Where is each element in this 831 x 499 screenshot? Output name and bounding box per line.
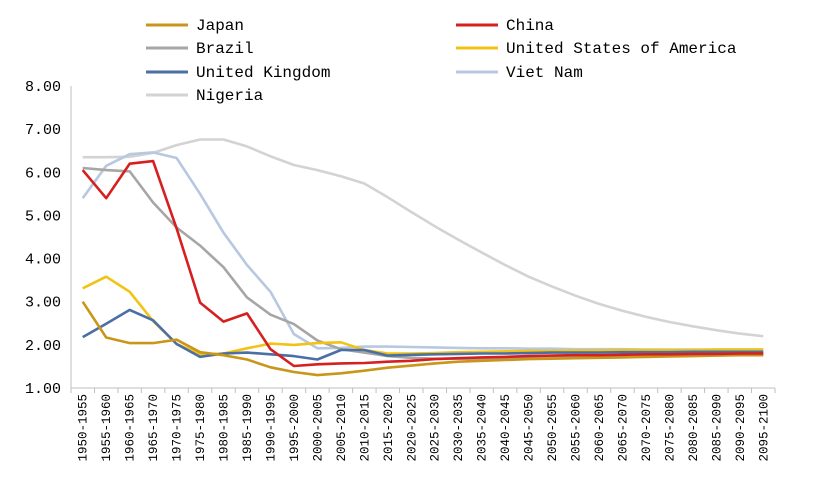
y-tick-labels: 1.00 2.00 3.00 4.00 5.00 6.00 7.00 8.00 bbox=[25, 79, 61, 398]
x-tick-label: 1990-1995 bbox=[264, 394, 278, 462]
x-tick-label: 1970-1975 bbox=[171, 394, 185, 462]
x-tick-label: 2005-2010 bbox=[335, 394, 349, 462]
legend: Japan China Brazil United States of America… bbox=[146, 17, 737, 105]
x-tick-label: 2085-2090 bbox=[710, 394, 724, 462]
x-tick-label: 1975-1980 bbox=[194, 394, 208, 462]
x-tick-label: 2080-2085 bbox=[687, 394, 701, 462]
series-layer bbox=[81, 138, 764, 377]
x-tick-label: 2030-2035 bbox=[452, 394, 466, 462]
x-tick-label: 1985-1990 bbox=[241, 394, 255, 462]
legend-label-nigeria: Nigeria bbox=[196, 87, 264, 105]
legend-label-japan: Japan bbox=[196, 17, 244, 35]
x-tick-label: 2040-2045 bbox=[499, 394, 513, 462]
y-tick-label: 1.00 bbox=[25, 381, 61, 398]
x-tick-label: 2015-2020 bbox=[382, 394, 396, 462]
x-tick-label: 2025-2030 bbox=[429, 394, 443, 462]
series-line-china bbox=[81, 159, 764, 368]
x-tick-label: 2020-2025 bbox=[405, 394, 419, 462]
legend-label-united-states-of-america: United States of America bbox=[506, 40, 737, 58]
legend-label-brazil: Brazil bbox=[196, 40, 254, 58]
x-tick-label: 1980-1985 bbox=[218, 394, 232, 462]
x-tick-label: 2035-2040 bbox=[476, 394, 490, 462]
series-line-nigeria bbox=[82, 138, 764, 338]
series-line-united-kingdom bbox=[82, 308, 764, 361]
legend-label-viet-nam: Viet Nam bbox=[506, 64, 583, 82]
x-tick-label: 2060-2065 bbox=[593, 394, 607, 462]
series-line-brazil bbox=[82, 166, 764, 361]
series-line-japan bbox=[81, 300, 764, 377]
y-tick-label: 6.00 bbox=[25, 165, 61, 182]
legend-label-china: China bbox=[506, 17, 554, 35]
y-tick-label: 4.00 bbox=[25, 252, 61, 269]
x-tick-label: 2065-2070 bbox=[616, 394, 630, 462]
y-tick-label: 2.00 bbox=[25, 338, 61, 355]
x-tick-label: 2000-2005 bbox=[311, 394, 325, 462]
y-tick-label: 5.00 bbox=[25, 208, 61, 225]
y-tick-label: 3.00 bbox=[25, 295, 61, 312]
x-tick-label: 2095-2100 bbox=[757, 394, 771, 462]
x-tick-label: 2075-2080 bbox=[663, 394, 677, 462]
x-tick-label: 1965-1970 bbox=[147, 394, 161, 462]
x-tick-label: 2090-2095 bbox=[734, 394, 748, 462]
x-tick-label: 2055-2060 bbox=[570, 394, 584, 462]
x-tick-labels: 1950-1955 1955-1960 1960-1965 1965-1970 1970… bbox=[77, 394, 772, 462]
x-tick-label: 2045-2050 bbox=[523, 394, 537, 462]
x-tick-label: 1955-1960 bbox=[100, 394, 114, 462]
x-tick-label: 2070-2075 bbox=[640, 394, 654, 462]
axes bbox=[70, 86, 776, 393]
x-tick-label: 1950-1955 bbox=[77, 394, 91, 462]
x-tick-label: 1995-2000 bbox=[288, 394, 302, 462]
y-tick-label: 8.00 bbox=[25, 79, 61, 96]
y-tick-label: 7.00 bbox=[25, 122, 61, 139]
x-tick-label: 1960-1965 bbox=[124, 394, 138, 462]
legend-label-united-kingdom: United Kingdom bbox=[196, 64, 330, 82]
x-tick-label: 2010-2015 bbox=[358, 394, 372, 462]
x-tick-label: 2050-2055 bbox=[546, 394, 560, 462]
